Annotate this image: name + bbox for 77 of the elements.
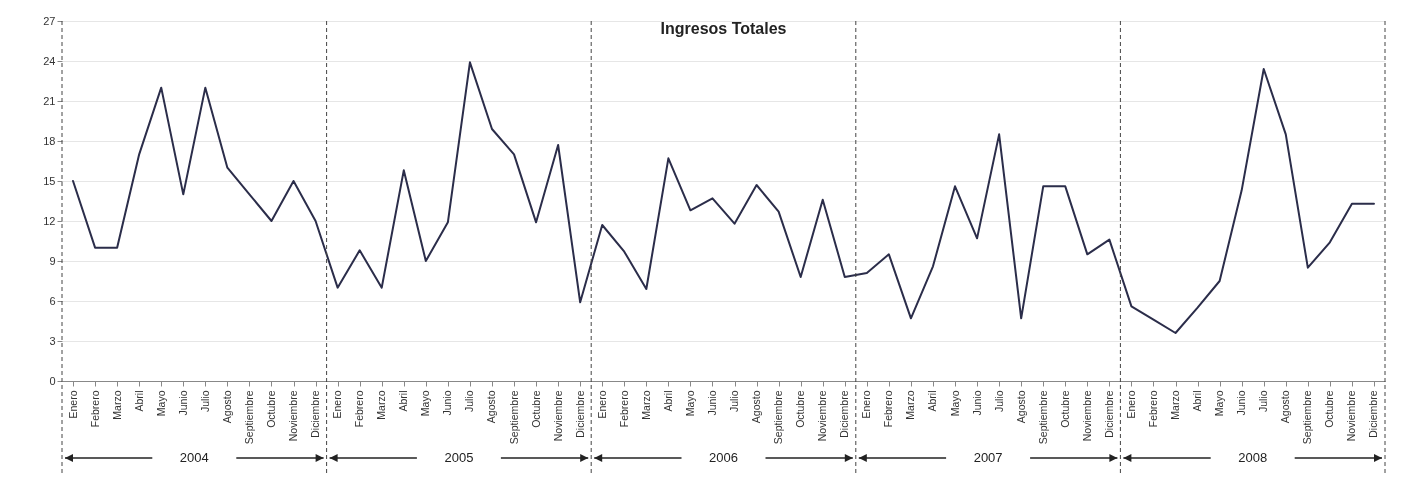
x-tick-label: Junio (705, 390, 718, 416)
text: 2007 (973, 450, 1003, 465)
x-tick-label: Diciembre (573, 390, 586, 438)
x-tick-label: Septiembre (772, 390, 785, 445)
x-tick-label: Marzo (375, 390, 388, 420)
y-tick-label: 18 (43, 134, 56, 147)
x-tick-label: Agosto (220, 390, 233, 424)
x-tick-label: Agosto (750, 390, 763, 424)
x-tick-label: Febrero (617, 390, 630, 428)
x-tick-label: Noviembre (816, 390, 829, 442)
x-tick-label: Abril (132, 390, 145, 412)
x-tick-label: Febrero (353, 390, 366, 428)
x-tick-label: Julio (728, 390, 741, 413)
text: 2004 (179, 450, 209, 465)
x-tick-label: Mayo (419, 390, 432, 417)
x-tick-label: Enero (331, 390, 344, 419)
x-tick-label: Septiembre (1301, 390, 1314, 445)
x-tick-label: Febrero (882, 390, 895, 428)
x-tick-label: Octubre (1323, 390, 1336, 428)
text: 2008 (1238, 450, 1268, 465)
x-tick-label: Septiembre (242, 390, 255, 445)
x-tick-label: Octubre (1058, 390, 1071, 428)
y-tick-label: 12 (43, 214, 56, 227)
x-tick-label: Noviembre (287, 390, 300, 442)
x-tick-label: Febrero (1146, 390, 1159, 428)
x-tick-label: Mayo (948, 390, 961, 417)
x-tick-label: Octubre (264, 390, 277, 428)
y-tick-label: 15 (43, 174, 56, 187)
y-tick-label: 0 (49, 374, 56, 387)
x-tick-label: Diciembre (838, 390, 851, 438)
x-tick-label: Noviembre (1345, 390, 1358, 442)
y-tick-label: 9 (49, 254, 56, 267)
y-tick-label: 3 (49, 334, 56, 347)
x-tick-label: Marzo (904, 390, 917, 420)
text: 2005 (444, 450, 474, 465)
x-tick-label: Abril (1191, 390, 1204, 412)
x-tick-label: Julio (1257, 390, 1270, 413)
x-tick-label: Marzo (110, 390, 123, 420)
y-tick-label: 21 (43, 94, 56, 107)
chart-title: Ingresos Totales (660, 20, 787, 37)
x-tick-label: Enero (1124, 390, 1137, 419)
x-tick-label: Mayo (683, 390, 696, 417)
x-tick-label: Abril (926, 390, 939, 412)
x-tick-label: Mayo (1213, 390, 1226, 417)
y-tick-label: 27 (43, 14, 56, 27)
y-tick-label: 24 (43, 54, 56, 67)
line-series (72, 61, 1375, 334)
x-tick-label: Agosto (1014, 390, 1027, 424)
x-tick-label: Agosto (1279, 390, 1292, 424)
x-tick-label: Enero (860, 390, 873, 419)
x-tick-label: Septiembre (1036, 390, 1049, 445)
text: 2006 (709, 450, 738, 465)
x-tick-label: Noviembre (1080, 390, 1093, 442)
x-tick-label: Julio (198, 390, 211, 413)
x-tick-label: Diciembre (309, 390, 322, 438)
x-tick-label: Junio (970, 390, 983, 416)
x-tick-label: Febrero (88, 390, 101, 428)
x-tick-label: Marzo (639, 390, 652, 420)
x-tick-label: Abril (397, 390, 410, 412)
x-tick-label: Marzo (1169, 390, 1182, 420)
x-tick-label: Enero (66, 390, 79, 419)
x-tick-label: Octubre (794, 390, 807, 428)
x-tick-label: Junio (441, 390, 454, 416)
y-tick-label: 6 (49, 294, 56, 307)
x-tick-label: Diciembre (1102, 390, 1115, 438)
x-tick-label: Octubre (529, 390, 542, 428)
x-tick-label: Agosto (485, 390, 498, 424)
x-tick-label: Julio (992, 390, 1005, 413)
x-tick-label: Mayo (154, 390, 167, 417)
x-tick-label: Diciembre (1367, 390, 1380, 438)
x-tick-label: Junio (176, 390, 189, 416)
x-tick-label: Julio (463, 390, 476, 413)
x-tick-label: Septiembre (507, 390, 520, 445)
x-tick-label: Abril (661, 390, 674, 412)
x-tick-label: Noviembre (551, 390, 564, 442)
x-tick-label: Junio (1235, 390, 1248, 416)
x-tick-label: Enero (595, 390, 608, 419)
